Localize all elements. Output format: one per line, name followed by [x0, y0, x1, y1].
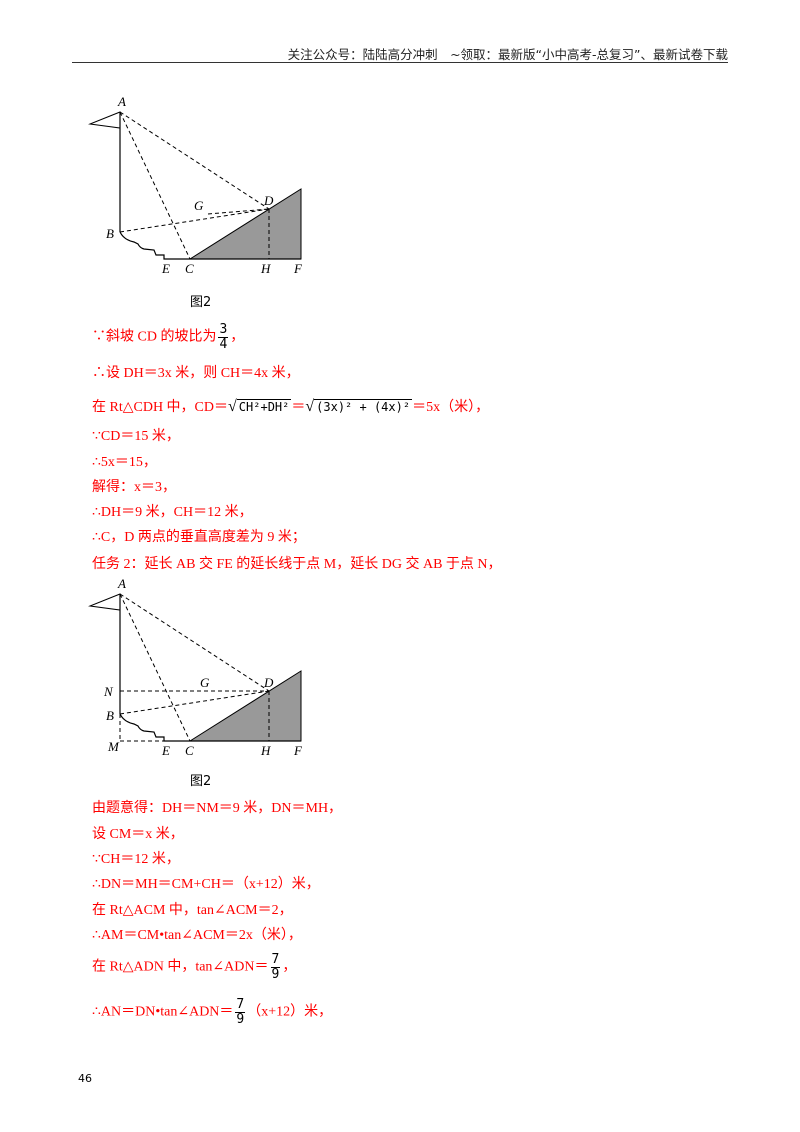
figure-2-caption: 图2	[190, 774, 212, 789]
page-number: 46	[78, 1072, 92, 1085]
label-A: A	[117, 576, 126, 591]
text-line-12: ∵CH＝12 米，	[92, 852, 180, 867]
label-F: F	[293, 743, 303, 758]
fraction-numerator: 7	[270, 952, 281, 968]
label-H: H	[260, 743, 271, 758]
text-line-1: ∵斜坡 CD 的坡比为 3 4，	[92, 323, 244, 351]
fraction-denominator: 9	[236, 1011, 245, 1027]
text-line-10: 由题意得：DH＝NM＝9 米，DN＝MH，	[92, 801, 343, 816]
label-C: C	[185, 743, 194, 758]
fraction-numerator: 3	[218, 322, 229, 338]
label-E: E	[161, 261, 170, 276]
text-line-8: ∴C，D 两点的垂直高度差为 9 米；	[92, 530, 306, 545]
label-G: G	[200, 675, 210, 690]
line-1-text: ∵斜坡 CD 的坡比为	[92, 329, 217, 345]
figure-1-caption: 图2	[190, 295, 212, 310]
sqrt-symbol: √	[228, 398, 237, 415]
radicand-1: CH²+DH²	[236, 399, 292, 414]
line-1-tail: ，	[230, 329, 245, 345]
page-header: 关注公众号：陆陆高分冲刺 ~领取：最新版“小中高考-总复习”、最新试卷下载	[287, 47, 728, 62]
fraction-denominator: 4	[219, 336, 228, 352]
text-line-5: ∴5x＝15，	[92, 455, 157, 470]
figure-2: A B C D E F G H M N	[84, 574, 324, 764]
fraction-numerator: 7	[235, 997, 246, 1013]
text-line-11: 设 CM＝x 米，	[92, 827, 184, 842]
line-3-text: 在 Rt△CDH 中，CD＝	[92, 400, 229, 415]
figure-1: A B C D E F G H	[84, 92, 324, 282]
line-16-tail: ，	[282, 959, 297, 975]
label-C: C	[185, 261, 194, 276]
text-line-15: ∴AM＝CM•tan∠ACM＝2x（米），	[92, 928, 302, 943]
header-divider	[72, 62, 728, 63]
figure-2-diagram: A B C D E F G H M N	[88, 576, 303, 758]
text-line-7: ∴DH＝9 米，CH＝12 米，	[92, 505, 253, 520]
text-line-13: ∴DN＝MH＝CM+CH＝（x+12）米，	[92, 877, 320, 892]
label-F: F	[293, 261, 303, 276]
label-E: E	[161, 743, 170, 758]
equals-sign: ＝	[291, 400, 306, 415]
text-line-2: ∴设 DH＝3x 米，则 CH＝4x 米，	[92, 366, 300, 381]
line-3-tail: ＝5x（米），	[412, 400, 490, 415]
label-H: H	[260, 261, 271, 276]
fraction-denominator: 9	[271, 966, 280, 982]
label-B: B	[106, 226, 114, 241]
sqrt-symbol: √	[305, 398, 315, 415]
text-line-14: 在 Rt△ACM 中，tan∠ACM＝2，	[92, 903, 293, 918]
label-M: M	[107, 739, 120, 754]
label-N: N	[103, 684, 114, 699]
label-B: B	[106, 708, 114, 723]
text-line-17: ∴AN＝DN•tan∠ADN＝ 7 9 （x+12）米，	[92, 998, 332, 1026]
line-17-tail: （x+12）米，	[247, 1004, 333, 1020]
label-D: D	[263, 675, 274, 690]
text-line-4: ∵CD＝15 米，	[92, 429, 180, 444]
text-line-3: 在 Rt△CDH 中，CD＝√ CH²+DH² ＝√ (3x)² + (4x)² ＝5x…	[92, 396, 489, 416]
label-A: A	[117, 94, 126, 109]
figure-1-diagram: A B C D E F G H	[88, 94, 303, 276]
text-line-9: 任务 2：延长 AB 交 FE 的延长线于点 M，延长 DG 交 AB 于点 N…	[92, 557, 502, 572]
line-16-text: 在 Rt△ADN 中，tan∠ADN＝	[92, 959, 269, 975]
label-G: G	[194, 198, 204, 213]
label-D: D	[263, 193, 274, 208]
radicand-2: (3x)² + (4x)²	[314, 399, 413, 414]
text-line-16: 在 Rt△ADN 中，tan∠ADN＝ 7 9，	[92, 953, 296, 981]
text-line-6: 解得：x＝3，	[92, 480, 176, 495]
line-17-text: ∴AN＝DN•tan∠ADN＝	[92, 1004, 234, 1020]
